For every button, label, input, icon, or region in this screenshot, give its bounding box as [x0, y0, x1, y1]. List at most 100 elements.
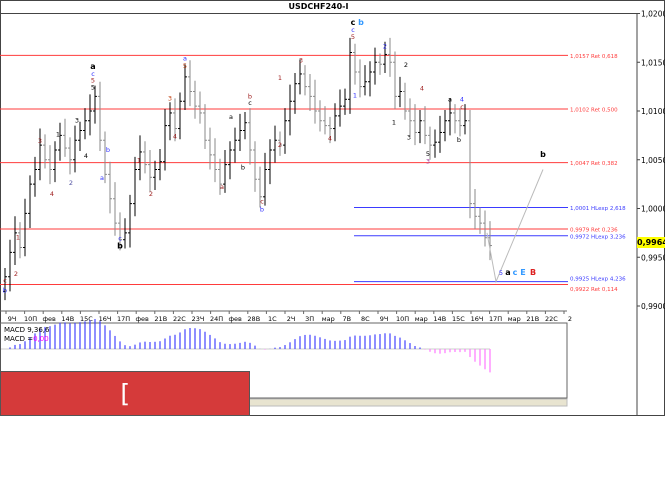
price-bar [248, 108, 252, 165]
price-bar [233, 127, 237, 163]
wave-label: c [118, 235, 122, 243]
wave-label: 3 [426, 158, 430, 166]
x-tick-label: 10П [396, 315, 409, 323]
x-tick-label: 17П [117, 315, 130, 323]
wave-label: 3 [75, 117, 79, 125]
price-bar [138, 135, 142, 181]
price-bar [403, 82, 407, 120]
wave-label: b [241, 164, 245, 172]
price-bar [163, 109, 167, 171]
macd-value: 0,00 [33, 335, 49, 343]
macd-value-label: MACD =0,00 [4, 335, 49, 343]
price-bar [373, 47, 377, 85]
price-bar [63, 118, 67, 157]
y-tick-label: 1,0050 [641, 156, 665, 165]
wave-label: 4 [50, 190, 54, 198]
x-tick-label: 15С [452, 315, 465, 323]
price-bar [88, 94, 92, 136]
wave-label: 4 [460, 95, 464, 103]
wave-label: 2 [383, 43, 387, 51]
price-bar [128, 194, 132, 248]
wave-label: b [457, 136, 461, 144]
wave-label: 3 [299, 56, 303, 64]
price-bar [203, 104, 207, 150]
price-bar [278, 131, 282, 156]
price-bar [253, 141, 257, 192]
price-bar [28, 175, 32, 228]
price-bar [228, 141, 232, 180]
price-bar [388, 37, 392, 77]
x-tick-label: 15С [80, 315, 93, 323]
x-tick-label: мар [415, 315, 428, 323]
wave-label: 4 [173, 132, 177, 140]
price-bar [343, 88, 347, 115]
wave-label: 4 [420, 85, 424, 93]
wave-label: b [260, 205, 264, 213]
price-bar [323, 106, 327, 135]
price-bar [153, 160, 157, 190]
price-bar [38, 128, 42, 181]
price-bar [338, 89, 342, 127]
instaforex-banner[interactable]: [ www.instaforex.com ] [0, 371, 250, 494]
wave-label: 2 [149, 190, 153, 198]
price-bar [363, 65, 367, 96]
wave-label: a [220, 183, 224, 191]
price-bar [3, 267, 7, 301]
forecast-path [486, 169, 544, 284]
wave-label: c [91, 70, 95, 78]
price-bar [168, 102, 172, 141]
price-bar [398, 76, 402, 108]
price-bar [483, 210, 487, 247]
wave-label: a [505, 268, 510, 277]
x-tick-label: 10П [24, 315, 37, 323]
scrollbar[interactable] [0, 398, 568, 407]
fib-level-label: 0,9972 HLexp 3,236 [570, 234, 626, 240]
wave-label: b [117, 241, 123, 250]
price-bar [353, 43, 357, 85]
x-tick-label: фев [136, 315, 150, 323]
wave-label: c [351, 26, 355, 34]
wave-label: b [106, 146, 110, 154]
x-tick-label: 8С [361, 315, 370, 323]
price-bar [478, 207, 482, 234]
price-bar [193, 80, 197, 119]
wave-label: a [183, 54, 187, 62]
price-bar [333, 103, 337, 142]
price-bar [453, 104, 457, 134]
x-tick-label: 7В [342, 315, 351, 323]
price-bar [423, 106, 427, 145]
x-tick-label: 16Ч [99, 315, 112, 323]
x-tick-label: 16Ч [471, 315, 484, 323]
wave-label: b [3, 286, 7, 294]
price-bar [158, 149, 162, 181]
price-bar [443, 110, 447, 142]
wave-label: 3 [168, 94, 172, 102]
price-bar [243, 111, 247, 140]
wave-label: 5 [426, 150, 430, 158]
fib-level-label: 0,9922 Ret 0,114 [570, 287, 618, 293]
price-bar [283, 108, 287, 154]
fib-level-label: 1,0157 Ret 0,618 [570, 54, 618, 60]
price-bar [273, 125, 277, 163]
wave-label: a [448, 95, 452, 103]
wave-label: 5 [91, 84, 95, 92]
wave-label: a [100, 174, 104, 182]
wave-label: 1 [137, 157, 141, 165]
wave-label: 1 [278, 74, 282, 82]
x-tick-label: 28В [247, 315, 260, 323]
x-tick-label: 2Ч [287, 315, 296, 323]
price-bar [8, 239, 12, 292]
wave-label: 2 [404, 61, 408, 69]
price-bar [48, 145, 52, 185]
wave-label: 4 [84, 152, 88, 160]
wave-label: 2 [14, 270, 18, 278]
y-tick-label: 0,9950 [641, 253, 665, 262]
x-tick-label: 24П [210, 315, 223, 323]
wave-label: 5 [499, 269, 503, 277]
price-bar [438, 115, 442, 153]
x-tick-label: 14В [433, 315, 446, 323]
wave-label: 3 [38, 137, 42, 145]
wave-label: b [248, 92, 252, 100]
price-chart[interactable]: 1,0200 1,0150 1,0100 1,0050 1,0000 0,9950 0,99… [0, 0, 665, 416]
macd-label: MACD 9,36,6 [4, 326, 50, 334]
